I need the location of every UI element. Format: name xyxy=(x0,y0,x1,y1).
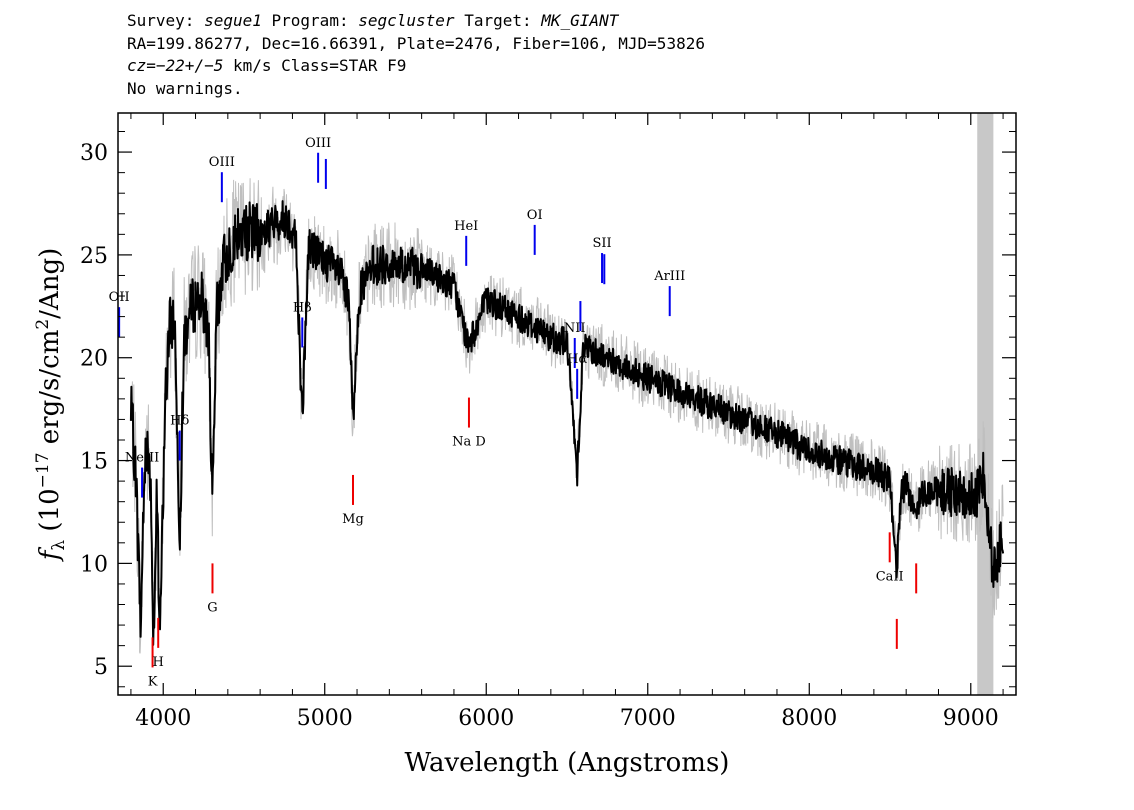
line-label: OIII xyxy=(305,136,331,151)
cz-label: cz= xyxy=(127,56,156,75)
target-value: MK_GIANT xyxy=(541,11,619,30)
error-band xyxy=(130,178,1004,654)
header-line-2: RA=199.86277, Dec=16.66391, Plate=2476, … xyxy=(127,33,705,53)
axis-ticks: 4000 5000 6000 7000 8000 9000 5 10 15 20 25 30 xyxy=(80,113,1016,731)
survey-value: segue1 xyxy=(204,11,262,30)
y-axis-part3: /Ang) xyxy=(35,248,65,319)
y-axis-title: fλ (10−17 erg/s/cm2/Ang) xyxy=(33,248,69,563)
header-line-4: No warnings. xyxy=(127,78,243,98)
masked-region xyxy=(977,113,994,695)
y-tick-label: 25 xyxy=(80,244,108,269)
y-axis-exp1: −17 xyxy=(33,452,53,488)
line-label: HeI xyxy=(454,219,478,234)
x-tick-label: 7000 xyxy=(620,706,676,731)
line-label: OII xyxy=(109,290,130,305)
program-value: segcluster xyxy=(358,11,455,30)
y-axis-part2: erg/s/cm xyxy=(35,330,65,453)
line-label: ArIII xyxy=(653,269,685,284)
x-tick-label: 9000 xyxy=(943,706,999,731)
y-tick-label: 10 xyxy=(80,552,108,577)
plot-frame xyxy=(117,112,1017,696)
cz-value: −22+/−5 xyxy=(155,56,224,75)
line-label: OI xyxy=(527,208,543,223)
y-tick-label: 15 xyxy=(80,450,108,475)
plot-area xyxy=(129,113,1005,695)
line-label: Hα xyxy=(567,352,587,367)
x-tick-label: 4000 xyxy=(135,706,191,731)
x-tick-label: 8000 xyxy=(781,706,837,731)
x-axis-title: Wavelength (Angstroms) xyxy=(405,748,730,778)
line-label: NII xyxy=(564,321,586,336)
x-tick-label: 6000 xyxy=(458,706,514,731)
header-line-1: Survey: segue1 Program: segcluster Targe… xyxy=(127,10,705,33)
line-label: OIII xyxy=(209,155,235,170)
line-label: Na D xyxy=(452,435,486,450)
line-label: Hβ xyxy=(293,300,312,315)
line-label: H xyxy=(153,655,164,670)
y-tick-label: 20 xyxy=(80,347,108,372)
line-label: Mg xyxy=(342,512,364,527)
line-label: SII xyxy=(592,236,611,251)
survey-label: Survey: xyxy=(127,11,195,30)
line-markers: OII NeIII KH Hδ G OIII Hβ OIII Mg HeI Na D OI NII Hα S… xyxy=(109,136,918,689)
program-label: Program: xyxy=(271,11,349,30)
line-label: G xyxy=(207,600,217,615)
y-axis-part1: (10 xyxy=(35,488,65,540)
line-label: Hδ xyxy=(170,414,189,429)
x-tick-label: 5000 xyxy=(297,706,353,731)
y-axis-exp2: 2 xyxy=(33,319,53,330)
y-tick-label: 30 xyxy=(80,141,108,166)
cz-rest: km/s Class=STAR F9 xyxy=(223,56,407,75)
spectrum-header: Survey: segue1 Program: segcluster Targe… xyxy=(127,10,705,100)
line-label: NeIII xyxy=(125,451,159,466)
y-tick-label: 5 xyxy=(94,655,108,680)
header-line-3: cz=−22+/−5 km/s Class=STAR F9 xyxy=(127,55,705,78)
line-label: CaII xyxy=(876,569,904,584)
line-label: K xyxy=(148,674,158,689)
target-label: Target: xyxy=(464,11,532,30)
spectrum-line xyxy=(129,200,1005,646)
y-axis-lambda: λ xyxy=(49,540,69,551)
